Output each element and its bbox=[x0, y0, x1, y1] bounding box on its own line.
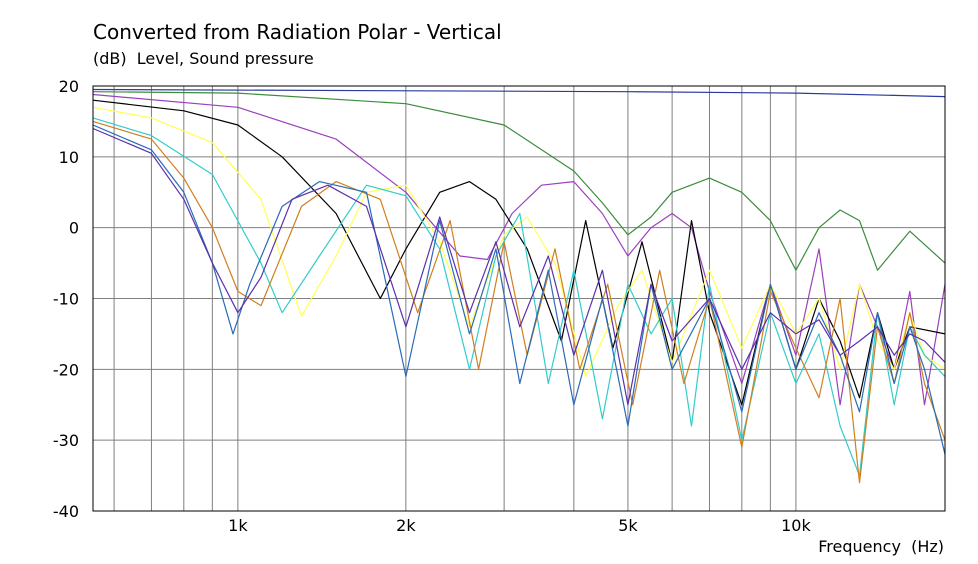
y-tick-label: -30 bbox=[53, 431, 79, 450]
y-tick-label: -10 bbox=[53, 290, 79, 309]
y-tick-label: 10 bbox=[59, 148, 79, 167]
series-line-6 bbox=[92, 117, 946, 477]
x-tick-label: 2k bbox=[396, 516, 416, 535]
x-tick-label: 5k bbox=[618, 516, 638, 535]
series-line-8 bbox=[92, 124, 946, 455]
series-line-3 bbox=[92, 93, 946, 406]
chart-title: Converted from Radiation Polar - Vertica… bbox=[93, 20, 502, 44]
y-tick-label: -40 bbox=[53, 502, 79, 521]
series-line-7 bbox=[92, 120, 946, 484]
series-line-4 bbox=[92, 99, 946, 406]
series-line-9 bbox=[92, 127, 946, 406]
series-line-1 bbox=[92, 88, 946, 98]
x-tick-label: 1k bbox=[228, 516, 248, 535]
series-line-5 bbox=[92, 106, 946, 377]
series-line-2 bbox=[92, 91, 946, 271]
y-tick-label: 20 bbox=[59, 77, 79, 96]
x-axis-label: Frequency (Hz) bbox=[818, 537, 944, 556]
plot-frame bbox=[92, 85, 946, 512]
y-tick-label: 0 bbox=[69, 219, 79, 238]
x-tick-label: 10k bbox=[781, 516, 811, 535]
y-axis-label: (dB) Level, Sound pressure bbox=[93, 49, 314, 68]
y-tick-label: -20 bbox=[53, 360, 79, 379]
